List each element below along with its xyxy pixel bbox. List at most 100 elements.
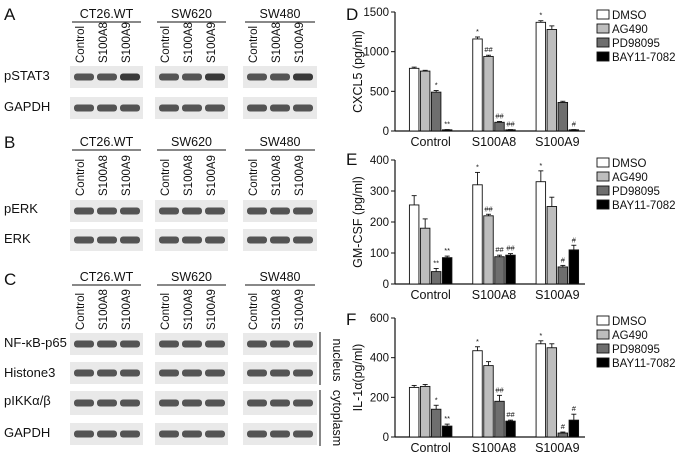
bar xyxy=(568,249,580,285)
legend-swatch xyxy=(596,357,610,368)
blot-row-label: Histone3 xyxy=(4,365,55,380)
significance-mark: ## xyxy=(484,45,493,54)
bar xyxy=(568,419,580,438)
panel-letter: B xyxy=(4,133,15,152)
bar xyxy=(557,432,569,438)
significance-mark: * xyxy=(539,11,542,20)
significance-mark: ## xyxy=(506,120,515,129)
bar xyxy=(546,206,558,285)
bar xyxy=(483,365,494,438)
y-tick-label: 200 xyxy=(370,392,389,404)
fraction-label: cytoplasm xyxy=(330,390,344,446)
significance-mark: # xyxy=(572,404,577,413)
x-tick-label: S100A8 xyxy=(472,441,517,455)
blot-band xyxy=(293,73,313,81)
lane-label: Control xyxy=(248,26,260,63)
blot-band xyxy=(120,430,140,438)
blot-band xyxy=(159,340,179,348)
blot-band xyxy=(270,340,290,348)
lane-label: Control xyxy=(248,159,260,196)
significance-mark: * xyxy=(476,27,479,36)
blot-row-label: pSTAT3 xyxy=(4,68,50,83)
bar xyxy=(408,386,420,438)
blot-band xyxy=(205,207,225,215)
blot-band xyxy=(205,399,225,407)
y-tick-label: 1000 xyxy=(363,47,389,59)
lane-label: S100A9 xyxy=(206,155,218,196)
lane-label: Control xyxy=(75,159,87,196)
x-tick-label: S100A9 xyxy=(535,288,580,302)
blot-band xyxy=(182,430,202,438)
significance-mark: ## xyxy=(495,385,504,394)
blot-band xyxy=(247,399,267,407)
bar xyxy=(483,215,494,285)
bar xyxy=(557,101,569,132)
lane-label: S100A8 xyxy=(271,155,283,196)
cell-line-label: CT26.WT xyxy=(80,270,134,284)
cell-line-label: SW480 xyxy=(260,270,301,284)
bar xyxy=(535,181,547,285)
blot-row-label: GAPDH xyxy=(4,99,50,114)
blot-band xyxy=(120,399,140,407)
x-tick-label: Control xyxy=(411,441,451,455)
blot-band xyxy=(205,73,225,81)
blot-band xyxy=(159,369,179,377)
legend-swatch xyxy=(596,171,610,182)
significance-mark: ## xyxy=(495,111,504,120)
significance-mark: ## xyxy=(506,244,515,253)
legend-label: DMSO xyxy=(612,158,647,170)
x-tick-label: S100A8 xyxy=(472,135,517,149)
legend-swatch xyxy=(596,199,610,210)
blot-band xyxy=(97,399,117,407)
legend-label: BAY11-7082 xyxy=(612,200,676,212)
legend-label: BAY11-7082 xyxy=(612,52,676,64)
legend-swatch xyxy=(596,157,610,168)
panel-letter: C xyxy=(4,270,16,289)
western-blot-panels: A CT26.WT Control S100A8 S100A9 SW620 Control S… xyxy=(4,5,344,446)
lane-label: S100A8 xyxy=(98,22,110,63)
bar xyxy=(483,55,494,132)
significance-mark: * xyxy=(476,162,479,171)
y-tick-label: 0 xyxy=(383,126,389,138)
legend-label: PD98095 xyxy=(612,38,660,50)
y-tick-label: 600 xyxy=(370,313,389,325)
legend-label: BAY11-7082 xyxy=(612,358,676,370)
blot-band xyxy=(97,236,117,244)
bar xyxy=(441,257,453,285)
blot-band xyxy=(247,430,267,438)
y-axis-label: CXCL5 (pg/ml) xyxy=(351,30,365,113)
lane-label: S100A9 xyxy=(294,289,306,330)
blot-band xyxy=(270,104,290,112)
bar xyxy=(535,21,547,132)
panel-letter: F xyxy=(346,310,356,329)
significance-mark: * xyxy=(539,161,542,170)
y-tick-label: 0 xyxy=(383,279,389,291)
legend-swatch xyxy=(596,23,610,34)
significance-mark: # xyxy=(572,120,577,129)
panel-letter: A xyxy=(4,5,16,24)
blot-band xyxy=(74,430,94,438)
y-axis-label: IL-1α(pg/ml) xyxy=(351,344,365,412)
y-axis-label: GM-CSF (pg/ml) xyxy=(351,176,365,268)
significance-mark: ## xyxy=(495,245,504,254)
blot-band xyxy=(293,207,313,215)
cell-line-label: SW620 xyxy=(171,7,212,21)
blot-band xyxy=(182,369,202,377)
lane-label: Control xyxy=(160,26,172,63)
blot-row-label: GAPDH xyxy=(4,425,50,440)
lane-label: S100A8 xyxy=(183,289,195,330)
bar xyxy=(546,29,558,132)
lane-label: Control xyxy=(160,293,172,330)
blot-band xyxy=(74,399,94,407)
blot-band xyxy=(182,399,202,407)
significance-mark: * xyxy=(476,337,479,346)
bar xyxy=(408,204,420,285)
significance-mark: # xyxy=(561,422,566,431)
blot-band xyxy=(159,399,179,407)
blot-band xyxy=(182,236,202,244)
bar xyxy=(505,254,516,285)
lane-label: S100A9 xyxy=(206,289,218,330)
